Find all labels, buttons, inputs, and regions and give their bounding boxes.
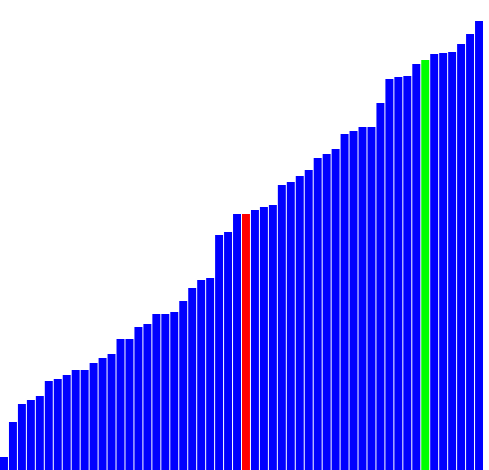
bar-21 <box>188 288 197 470</box>
bar-5 <box>44 381 53 470</box>
bar-0 <box>0 457 8 470</box>
bar-8 <box>71 370 80 470</box>
bar-19 <box>170 312 179 470</box>
bar-22 <box>197 280 206 470</box>
bar-9 <box>80 370 89 470</box>
bar-1 <box>8 422 17 470</box>
bar-20 <box>179 301 188 470</box>
bar-4 <box>35 396 44 470</box>
bar-27 <box>242 214 250 470</box>
bar-50 <box>448 52 457 470</box>
bar-49 <box>439 53 448 470</box>
bar-11 <box>98 358 107 470</box>
bar-32 <box>286 182 295 470</box>
bar-30 <box>268 205 277 470</box>
bar-40 <box>358 127 367 470</box>
bar-28 <box>250 210 259 470</box>
bar-35 <box>313 158 322 470</box>
bar-37 <box>331 149 340 470</box>
bar-39 <box>349 131 358 470</box>
bar-24 <box>215 235 224 470</box>
bar-53 <box>475 21 483 470</box>
bar-29 <box>259 207 268 470</box>
bar-31 <box>277 185 286 470</box>
bar-41 <box>367 127 376 470</box>
bar-18 <box>161 314 170 470</box>
bar-14 <box>125 339 134 470</box>
bar-51 <box>457 44 466 470</box>
bar-23 <box>206 278 215 470</box>
bar-34 <box>304 170 313 470</box>
bars-group <box>0 21 483 470</box>
bar-48 <box>430 54 439 470</box>
bar-43 <box>385 79 394 470</box>
bar-15 <box>134 327 143 470</box>
bar-13 <box>116 339 125 470</box>
bar-12 <box>107 354 116 470</box>
bar-46 <box>412 64 421 470</box>
bar-7 <box>62 375 71 470</box>
bar-17 <box>152 314 161 470</box>
bar-10 <box>89 363 98 470</box>
bar-38 <box>340 134 349 470</box>
bar-16 <box>143 324 152 470</box>
bar-2 <box>17 404 26 470</box>
bar-36 <box>322 154 331 470</box>
bar-33 <box>295 176 304 470</box>
bar-52 <box>466 34 475 470</box>
bar-47 <box>421 60 430 470</box>
bar-42 <box>376 103 385 470</box>
bar-25 <box>224 232 233 470</box>
bar-3 <box>26 400 35 470</box>
bar-6 <box>53 379 62 470</box>
bar-45 <box>403 76 412 470</box>
bar-26 <box>233 214 241 470</box>
bar-44 <box>394 77 403 470</box>
